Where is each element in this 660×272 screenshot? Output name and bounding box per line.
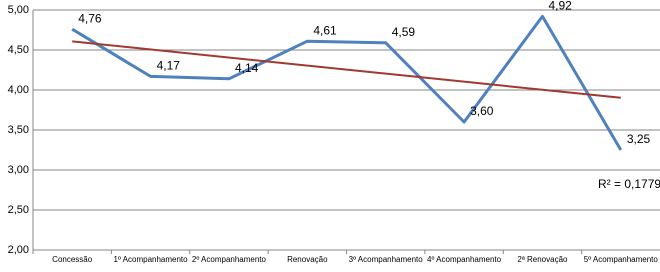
data-label: 4,14 <box>235 61 259 75</box>
x-tick-label: 2ª Renovação <box>517 255 568 264</box>
x-tick-label: 5º Acompanhamento <box>584 255 659 264</box>
x-tick-label: Concessão <box>52 255 93 264</box>
x-tick-label: 1º Acompanhamento <box>114 255 189 264</box>
r-squared: R² = 0,1779 <box>598 177 660 191</box>
y-tick-label: 3,00 <box>8 164 29 176</box>
y-tick-label: 3,50 <box>8 124 29 136</box>
x-tick-label: 2º Acompanhamento <box>192 255 267 264</box>
y-tick-label: 2,00 <box>8 244 29 256</box>
data-label: 3,60 <box>470 104 494 118</box>
x-tick-label: 3º Acompanhamento <box>349 255 424 264</box>
y-tick-label: 4,00 <box>8 84 29 96</box>
data-label: 4,59 <box>392 25 416 39</box>
data-label: 4,92 <box>548 0 572 13</box>
y-tick-label: 5,00 <box>8 4 29 16</box>
data-label: 4,61 <box>313 23 337 37</box>
data-label: 4,17 <box>157 59 181 73</box>
y-tick-label: 2,50 <box>8 204 29 216</box>
data-label: 3,25 <box>627 132 651 146</box>
trendline <box>72 40 621 99</box>
y-tick-label: 4,50 <box>8 44 29 56</box>
data-label: 4,76 <box>78 11 102 25</box>
x-tick-label: 4º Acompanhamento <box>427 255 502 264</box>
x-tick-label: Renovação <box>287 255 328 264</box>
series-line <box>71 14 623 151</box>
